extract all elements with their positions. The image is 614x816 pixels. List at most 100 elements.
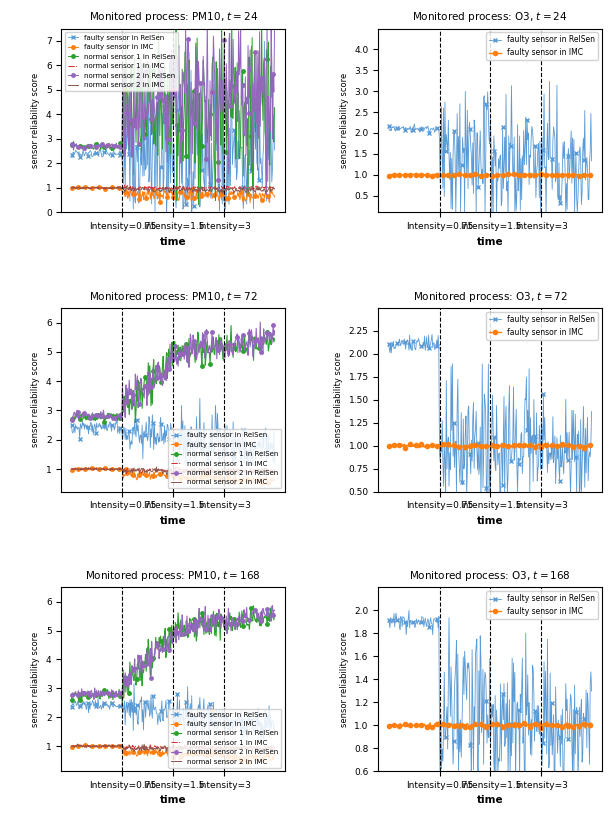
- faulty sensor in IMC: [386, 721, 393, 731]
- normal sensor 1 in RelSen: [193, 355, 200, 365]
- faulty sensor in RelSen: [570, 434, 578, 444]
- normal sensor 2 in RelSen: [193, 354, 200, 364]
- faulty sensor in IMC: [109, 182, 116, 192]
- faulty sensor in IMC: [491, 444, 498, 454]
- normal sensor 1 in IMC: [240, 182, 247, 192]
- normal sensor 1 in RelSen: [193, 119, 200, 129]
- normal sensor 1 in IMC: [253, 466, 260, 476]
- faulty sensor in RelSen: [405, 605, 413, 615]
- normal sensor 1 in RelSen: [227, 321, 235, 330]
- faulty sensor in IMC: [221, 758, 228, 768]
- Line: normal sensor 2 in RelSen: normal sensor 2 in RelSen: [70, 604, 276, 701]
- normal sensor 1 in RelSen: [188, 619, 196, 628]
- normal sensor 2 in RelSen: [69, 143, 76, 153]
- Line: faulty sensor in RelSen: faulty sensor in RelSen: [387, 333, 593, 498]
- normal sensor 1 in IMC: [173, 462, 180, 472]
- Line: faulty sensor in RelSen: faulty sensor in RelSen: [70, 397, 276, 465]
- Line: normal sensor 2 in RelSen: normal sensor 2 in RelSen: [70, 321, 276, 423]
- normal sensor 2 in IMC: [240, 185, 247, 195]
- normal sensor 2 in RelSen: [252, 323, 260, 333]
- faulty sensor in RelSen: [558, 462, 565, 472]
- faulty sensor in RelSen: [507, 452, 514, 462]
- normal sensor 1 in RelSen: [68, 140, 76, 150]
- faulty sensor in RelSen: [442, 491, 449, 501]
- normal sensor 2 in RelSen: [68, 690, 76, 700]
- faulty sensor in IMC: [385, 441, 392, 451]
- normal sensor 2 in IMC: [271, 184, 278, 194]
- normal sensor 2 in RelSen: [269, 601, 276, 610]
- Y-axis label: sensor reliability score: sensor reliability score: [31, 73, 41, 168]
- normal sensor 2 in IMC: [153, 462, 160, 472]
- X-axis label: time: time: [477, 796, 503, 805]
- normal sensor 1 in IMC: [271, 183, 278, 193]
- normal sensor 2 in RelSen: [271, 22, 278, 32]
- normal sensor 2 in IMC: [189, 466, 196, 476]
- normal sensor 1 in IMC: [271, 463, 278, 473]
- normal sensor 2 in RelSen: [188, 620, 196, 630]
- normal sensor 1 in RelSen: [240, 103, 247, 113]
- faulty sensor in IMC: [117, 740, 124, 750]
- faulty sensor in RelSen: [570, 770, 578, 780]
- Line: normal sensor 1 in RelSen: normal sensor 1 in RelSen: [70, 324, 276, 424]
- normal sensor 1 in IMC: [68, 183, 76, 193]
- normal sensor 2 in IMC: [240, 465, 247, 475]
- normal sensor 1 in RelSen: [271, 610, 278, 619]
- Line: normal sensor 1 in IMC: normal sensor 1 in IMC: [72, 744, 274, 751]
- faulty sensor in IMC: [386, 441, 393, 451]
- normal sensor 1 in RelSen: [253, 337, 260, 347]
- normal sensor 2 in RelSen: [263, 11, 271, 21]
- normal sensor 2 in IMC: [68, 741, 76, 751]
- faulty sensor in IMC: [510, 170, 517, 180]
- normal sensor 1 in RelSen: [119, 699, 126, 709]
- normal sensor 2 in RelSen: [188, 348, 196, 358]
- Legend: faulty sensor in RelSen, faulty sensor in IMC: faulty sensor in RelSen, faulty sensor i…: [486, 33, 598, 60]
- faulty sensor in RelSen: [261, 37, 268, 47]
- normal sensor 1 in RelSen: [189, 627, 196, 636]
- faulty sensor in RelSen: [510, 171, 517, 181]
- normal sensor 1 in IMC: [68, 464, 76, 474]
- normal sensor 2 in IMC: [123, 181, 130, 191]
- faulty sensor in RelSen: [240, 443, 247, 453]
- normal sensor 1 in RelSen: [253, 618, 260, 628]
- faulty sensor in RelSen: [429, 330, 436, 339]
- faulty sensor in IMC: [570, 722, 577, 732]
- normal sensor 2 in RelSen: [112, 416, 119, 426]
- faulty sensor in RelSen: [588, 406, 595, 416]
- X-axis label: time: time: [160, 516, 186, 526]
- normal sensor 2 in RelSen: [193, 615, 200, 625]
- faulty sensor in IMC: [69, 742, 76, 752]
- faulty sensor in IMC: [188, 470, 196, 480]
- faulty sensor in RelSen: [507, 138, 514, 148]
- normal sensor 2 in IMC: [253, 741, 260, 751]
- faulty sensor in RelSen: [385, 121, 392, 131]
- faulty sensor in RelSen: [193, 126, 200, 136]
- faulty sensor in IMC: [271, 752, 278, 761]
- Title: Monitored process: PM10, $t= 24$: Monitored process: PM10, $t= 24$: [88, 11, 257, 24]
- normal sensor 1 in IMC: [128, 185, 135, 195]
- faulty sensor in RelSen: [68, 420, 76, 430]
- faulty sensor in RelSen: [130, 679, 138, 689]
- faulty sensor in IMC: [240, 752, 247, 762]
- normal sensor 2 in IMC: [230, 189, 238, 199]
- faulty sensor in IMC: [69, 182, 76, 192]
- Legend: faulty sensor in RelSen, faulty sensor in IMC, normal sensor 1 in RelSen, normal: faulty sensor in RelSen, faulty sensor i…: [65, 32, 178, 91]
- normal sensor 2 in RelSen: [252, 114, 259, 124]
- faulty sensor in IMC: [507, 441, 515, 450]
- normal sensor 1 in IMC: [190, 466, 198, 476]
- Line: faulty sensor in IMC: faulty sensor in IMC: [70, 466, 276, 486]
- Line: faulty sensor in RelSen: faulty sensor in RelSen: [70, 39, 276, 214]
- normal sensor 1 in IMC: [188, 743, 196, 752]
- faulty sensor in RelSen: [69, 428, 76, 437]
- normal sensor 1 in IMC: [189, 465, 196, 475]
- normal sensor 2 in IMC: [69, 463, 76, 473]
- normal sensor 2 in RelSen: [68, 415, 76, 425]
- faulty sensor in RelSen: [189, 167, 196, 177]
- faulty sensor in RelSen: [240, 733, 247, 743]
- faulty sensor in RelSen: [189, 716, 196, 726]
- faulty sensor in RelSen: [507, 456, 515, 466]
- normal sensor 1 in IMC: [193, 742, 200, 752]
- Line: faulty sensor in IMC: faulty sensor in IMC: [386, 172, 594, 178]
- normal sensor 1 in IMC: [190, 739, 198, 749]
- faulty sensor in IMC: [239, 472, 247, 482]
- normal sensor 2 in IMC: [69, 184, 76, 193]
